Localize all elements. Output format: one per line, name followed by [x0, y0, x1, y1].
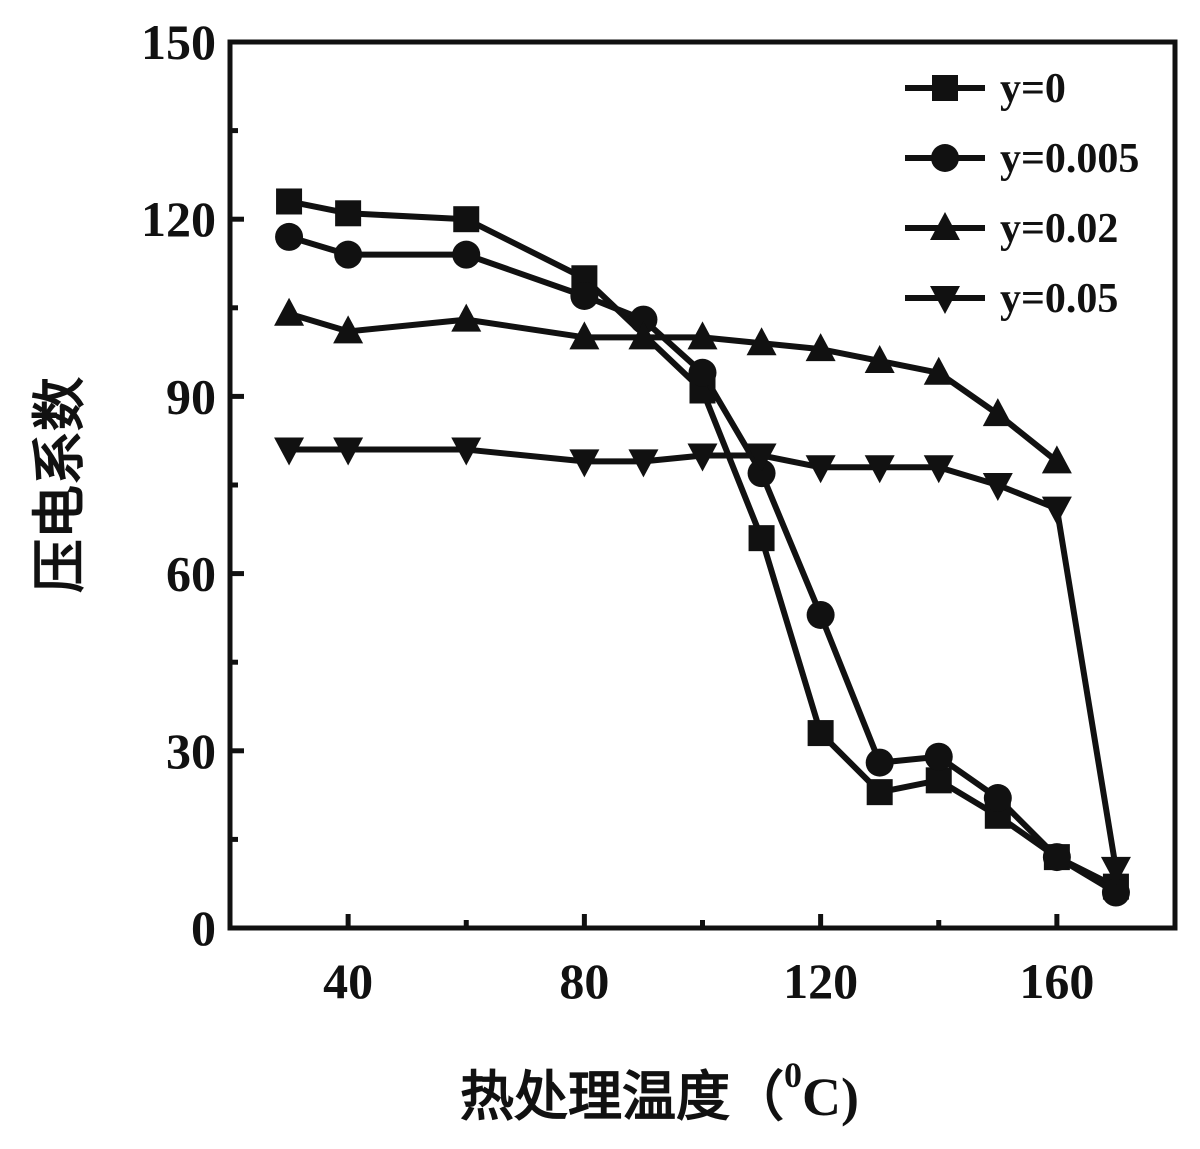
- y-tick-label: 30: [166, 723, 216, 779]
- data-point: [453, 206, 480, 233]
- data-point: [687, 321, 718, 350]
- x-axis-unit: C): [802, 1067, 859, 1127]
- series-1: [275, 222, 1130, 907]
- legend-label: y=0: [1000, 66, 1066, 112]
- y-tick-label: 150: [141, 14, 216, 70]
- data-point: [451, 437, 482, 466]
- data-point: [569, 449, 600, 478]
- data-point: [807, 720, 834, 747]
- x-axis-title: 热处理温度（0C): [460, 1055, 859, 1127]
- data-point: [747, 459, 776, 488]
- data-point: [628, 321, 659, 350]
- data-point: [864, 344, 895, 373]
- data-point: [864, 455, 895, 484]
- data-point: [335, 200, 362, 227]
- data-point: [688, 358, 717, 387]
- x-axis-unit-sup: 0: [784, 1055, 802, 1095]
- data-point: [274, 297, 305, 326]
- data-point: [333, 437, 364, 466]
- data-point: [866, 779, 893, 806]
- data-point: [983, 784, 1012, 813]
- data-point: [275, 222, 304, 251]
- data-point: [746, 443, 777, 472]
- data-point: [806, 600, 835, 629]
- legend-label: y=0.005: [1000, 136, 1139, 182]
- legend-item-1: y=0.005: [905, 136, 1139, 182]
- data-point: [865, 748, 894, 777]
- series-line: [288, 198, 1118, 890]
- data-point: [1042, 843, 1071, 872]
- data-point: [982, 473, 1013, 501]
- data-point: [748, 525, 775, 552]
- data-point: [746, 327, 777, 356]
- y-tick-label: 90: [166, 368, 216, 424]
- data-point: [1101, 878, 1130, 907]
- data-point: [924, 742, 953, 771]
- legend-item-3: y=0.05: [905, 276, 1118, 322]
- data-point: [1041, 445, 1072, 474]
- legend-marker: [930, 212, 960, 240]
- data-point: [333, 315, 364, 344]
- legend-marker: [931, 144, 959, 172]
- legend-marker: [930, 286, 960, 314]
- legend-item-2: y=0.02: [905, 206, 1118, 252]
- legend-item-0: y=0: [905, 66, 1066, 112]
- data-point: [276, 188, 303, 215]
- data-point: [570, 281, 599, 310]
- legend-marker: [932, 75, 958, 101]
- data-point: [687, 443, 718, 472]
- data-point: [274, 437, 305, 466]
- data-point: [569, 321, 600, 350]
- series-2: [274, 297, 1072, 474]
- legend-label: y=0.02: [1000, 206, 1118, 252]
- x-axis-title-text: 热处理温度（: [460, 1067, 784, 1127]
- data-point: [1041, 496, 1072, 525]
- data-point: [925, 767, 952, 794]
- y-tick-label: 120: [141, 191, 216, 247]
- series-line: [288, 310, 1059, 464]
- data-point: [805, 333, 836, 362]
- data-point: [923, 356, 954, 385]
- data-point: [923, 455, 954, 484]
- y-axis-title: 压电系数: [30, 377, 90, 593]
- series-3: [274, 437, 1131, 885]
- data-point: [805, 455, 836, 484]
- x-tick-label: 120: [783, 953, 858, 1009]
- data-point: [452, 240, 481, 269]
- y-tick-label: 60: [166, 546, 216, 602]
- legend-label: y=0.05: [1000, 276, 1118, 322]
- x-tick-label: 40: [323, 953, 373, 1009]
- data-point: [629, 305, 658, 334]
- data-point: [451, 303, 482, 332]
- data-point: [334, 240, 363, 269]
- x-tick-label: 160: [1019, 953, 1094, 1009]
- data-point: [982, 398, 1013, 427]
- y-tick-label: 0: [191, 900, 216, 956]
- x-tick-label: 80: [559, 953, 609, 1009]
- data-point: [628, 449, 659, 478]
- data-point: [1100, 856, 1131, 885]
